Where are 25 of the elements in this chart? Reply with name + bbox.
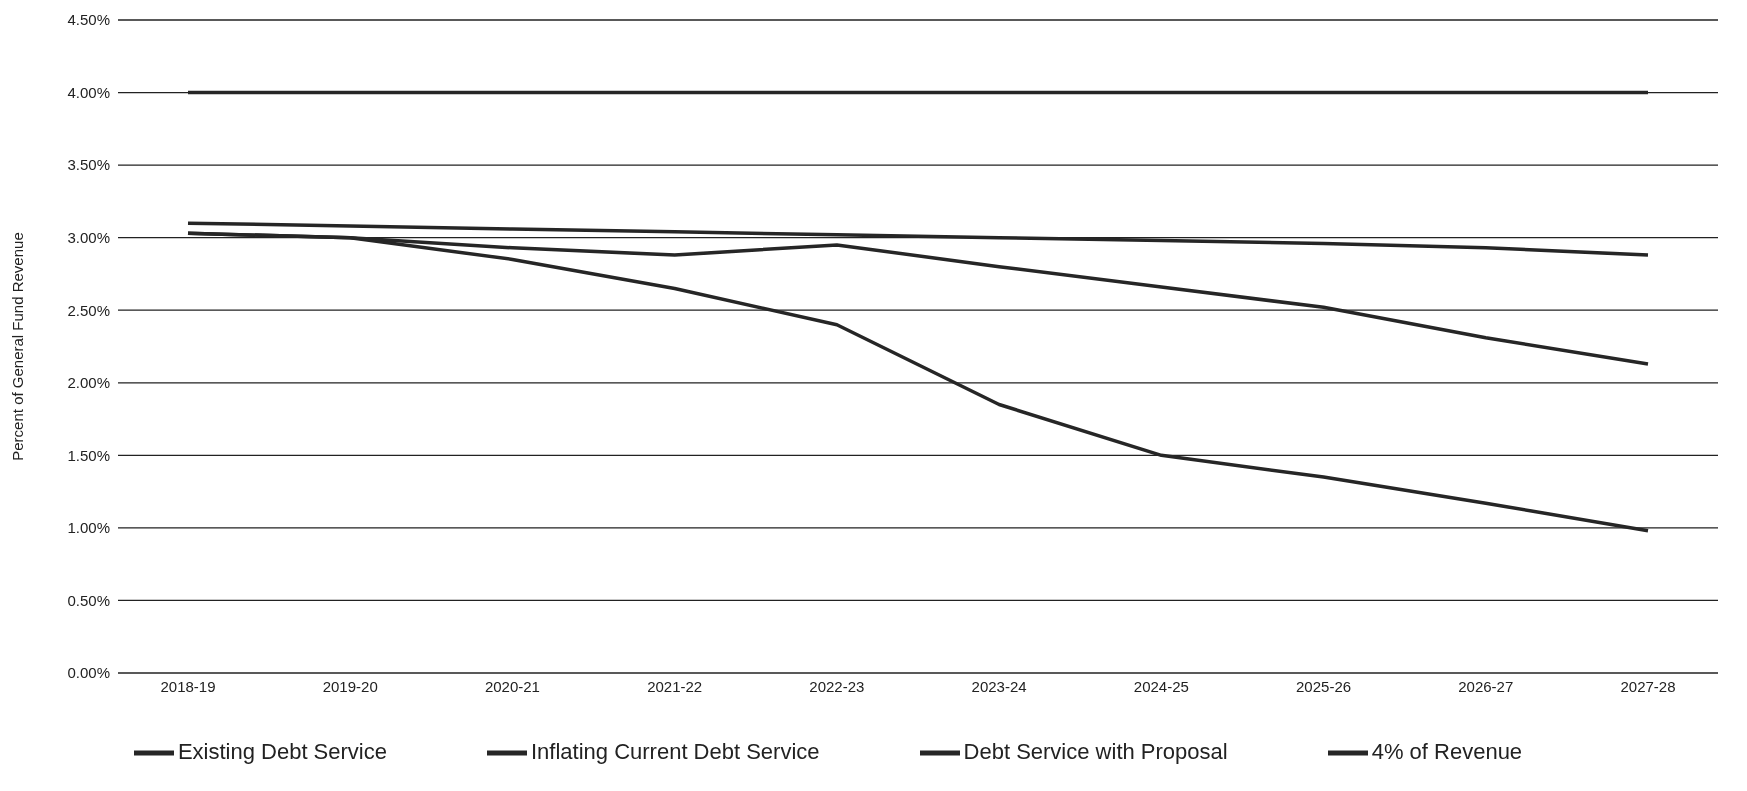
x-tick-label: 2021-22 <box>647 677 703 695</box>
x-tick-label: 2018-19 <box>160 677 216 695</box>
x-tick-label: 2023-24 <box>971 677 1027 695</box>
legend-label: 4% of Revenue <box>1371 738 1523 764</box>
y-tick-label: 0.00% <box>67 664 110 682</box>
x-tick-label: 2024-25 <box>1133 677 1189 695</box>
y-axis-title: Percent of General Fund Revenue <box>9 232 27 461</box>
y-tick-label: 0.50% <box>67 591 110 609</box>
x-tick-label: 2020-21 <box>484 677 540 695</box>
y-tick-label: 4.50% <box>67 11 110 29</box>
y-tick-label: 2.00% <box>67 374 110 392</box>
legend-label: Existing Debt Service <box>177 738 387 764</box>
x-tick-label: 2022-23 <box>809 677 865 695</box>
y-tick-label: 1.50% <box>67 446 110 464</box>
x-tick-label: 2026-27 <box>1458 677 1514 695</box>
y-tick-label: 3.50% <box>67 156 110 174</box>
y-tick-label: 2.50% <box>67 301 110 319</box>
x-tick-label: 2019-20 <box>322 677 378 695</box>
y-tick-label: 4.00% <box>67 83 110 101</box>
y-tick-label: 1.00% <box>67 519 110 537</box>
x-tick-label: 2027-28 <box>1620 677 1676 695</box>
legend-label: Inflating Current Debt Service <box>530 738 820 764</box>
x-tick-label: 2025-26 <box>1296 677 1352 695</box>
legend-label: Debt Service with Proposal <box>963 738 1228 764</box>
y-tick-label: 3.00% <box>67 228 110 246</box>
